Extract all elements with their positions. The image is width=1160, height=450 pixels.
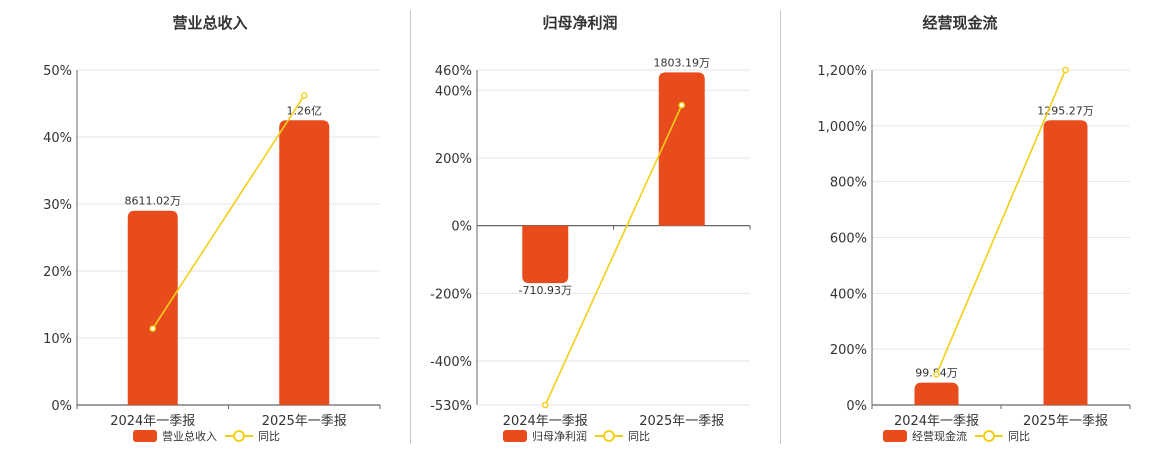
legend-label-line: 同比 (258, 430, 280, 443)
y-tick-label: 30% (43, 198, 72, 213)
x-category-label: 2025年一季报 (639, 414, 724, 429)
legend-swatch-marker (983, 430, 995, 442)
yoy-point (541, 401, 549, 409)
y-tick-label: -200% (430, 287, 472, 302)
legend-swatch-bar (503, 430, 527, 442)
yoy-point (149, 325, 157, 332)
y-tick-label: -400% (430, 355, 472, 370)
y-tick-label: 40% (43, 131, 72, 146)
chart-title: 归母净利润 (542, 14, 617, 32)
y-tick-label: 0% (51, 399, 72, 414)
chart-title: 营业总收入 (172, 14, 247, 32)
legend-label-bar: 营业总收入 (162, 429, 217, 443)
bar-data-label: -710.93万 (519, 284, 572, 297)
y-tick-label: 460% (435, 64, 472, 79)
legend-swatch-bar (883, 430, 907, 442)
legend-swatch-marker (233, 430, 245, 442)
bar-data-label: 1295.27万 (1037, 104, 1094, 117)
bar (1043, 120, 1088, 405)
y-tick-label: 50% (43, 64, 72, 79)
yoy-point (300, 92, 308, 99)
yoy-line (544, 104, 683, 406)
chart-panel-3: 经营现金流 0% 200% 400% 600% 800% 1,000% 1,200% 2024年… (817, 14, 1131, 443)
bar (127, 210, 178, 405)
x-category-label: 2025年一季报 (1023, 414, 1108, 429)
legend-swatch-marker (603, 430, 615, 442)
bar (658, 72, 705, 226)
legend-swatch-bar (133, 430, 157, 442)
y-tick-label: 200% (830, 343, 867, 358)
y-tick-label: 200% (435, 152, 472, 167)
x-category-label: 2024年一季报 (110, 414, 195, 429)
y-tick-label: -530% (430, 399, 472, 414)
yoy-line (935, 69, 1067, 375)
y-tick-label: 600% (830, 232, 867, 247)
y-tick-label: 400% (435, 84, 472, 99)
x-category-label: 2024年一季报 (894, 414, 979, 429)
bar (914, 382, 959, 405)
y-tick-label: 0% (846, 399, 867, 414)
chart-title: 经营现金流 (922, 14, 997, 32)
yoy-point (933, 370, 940, 378)
legend-label-bar: 经营现金流 (912, 429, 967, 443)
chart-panel-1: 营业总收入 0% 10% 20% 30% 40% 50% 2024年一季报 2025年一季报 86… (43, 14, 381, 443)
bar-data-label: 8611.02万 (125, 195, 182, 208)
bar (279, 120, 330, 405)
y-tick-label: 400% (830, 287, 867, 302)
bar-data-label: 1.26亿 (287, 104, 323, 117)
yoy-line (152, 95, 305, 330)
y-tick-label: 10% (43, 332, 72, 347)
x-category-label: 2025年一季报 (262, 414, 347, 429)
bar (522, 225, 569, 284)
legend-label-line: 同比 (628, 430, 650, 443)
chart-panel-2: 归母净利润 -530% -400% -200% 0% 200% 400% 460% 2024年一… (430, 14, 751, 443)
x-category-label: 2024年一季报 (503, 414, 588, 429)
y-tick-label: 1,000% (817, 120, 867, 135)
y-tick-label: 0% (451, 220, 472, 235)
y-tick-label: 800% (830, 176, 867, 191)
yoy-point (1062, 66, 1069, 74)
y-tick-label: 20% (43, 265, 72, 280)
yoy-point (678, 101, 686, 109)
y-tick-label: 1,200% (817, 64, 867, 79)
legend-label-line: 同比 (1008, 430, 1030, 443)
bar-data-label: 1803.19万 (654, 56, 711, 69)
legend-label-bar: 归母净利润 (532, 429, 587, 443)
